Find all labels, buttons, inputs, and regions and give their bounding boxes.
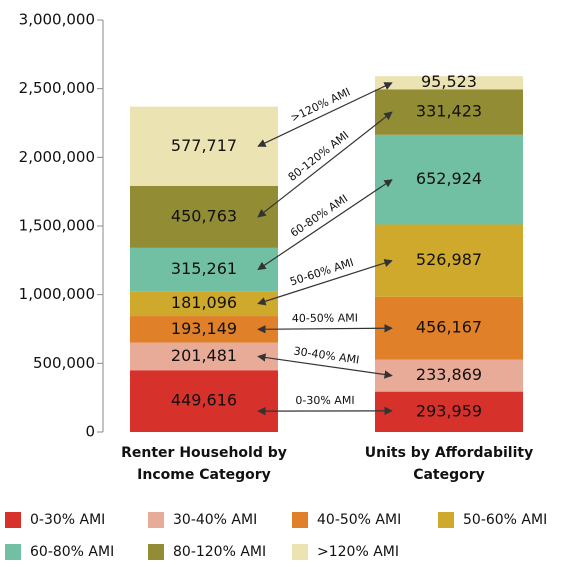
legend-swatch: [148, 512, 164, 528]
legend-swatch: [292, 512, 308, 528]
bar-segment: [130, 342, 278, 371]
data-label: 449,616: [171, 391, 237, 410]
legend-swatch: [148, 544, 164, 560]
x-tick-label: Category: [413, 467, 485, 483]
connector-label: >120% AMI: [289, 85, 353, 124]
data-label: 652,924: [416, 169, 482, 188]
bar-segment: [130, 247, 278, 292]
legend-swatch: [5, 544, 21, 560]
legend-label: 50-60% AMI: [463, 512, 547, 528]
legend-label: 40-50% AMI: [317, 512, 401, 528]
connector-label: 80-120% AMI: [286, 129, 352, 184]
legend-swatch: [5, 512, 21, 528]
bar-segment: [375, 89, 523, 135]
legend-swatch: [438, 512, 454, 528]
bar-segment: [130, 291, 278, 317]
bar-segment: [375, 134, 523, 225]
legend-label: 80-120% AMI: [173, 544, 266, 560]
connector-arrow: [257, 179, 393, 271]
data-label: 331,423: [416, 102, 482, 121]
y-tick-label: 1,000,000: [19, 285, 95, 303]
data-label: 577,717: [171, 136, 237, 155]
data-label: 315,261: [171, 259, 237, 278]
connector-arrow: [257, 324, 393, 334]
y-tick-label: 3,000,000: [19, 11, 95, 29]
connector-label: 40-50% AMI: [292, 311, 358, 325]
legend-label: 0-30% AMI: [30, 512, 105, 528]
bar-segment: [130, 370, 278, 432]
legend-swatch: [292, 544, 308, 560]
y-tick-label: 0: [85, 423, 95, 441]
y-tick-label: 2,000,000: [19, 148, 95, 166]
bar-segment: [375, 224, 523, 297]
data-label: 95,523: [421, 72, 477, 91]
data-label: 526,987: [416, 250, 482, 269]
legend-label: 30-40% AMI: [173, 512, 257, 528]
data-label: 456,167: [416, 318, 482, 337]
bar-segment: [130, 316, 278, 343]
legend-label: >120% AMI: [317, 544, 399, 560]
y-tick-label: 500,000: [33, 354, 95, 372]
data-label: 450,763: [171, 206, 237, 225]
connector-arrow: [257, 353, 393, 379]
y-tick-label: 1,500,000: [19, 217, 95, 235]
bar-segment: [130, 106, 278, 186]
data-label: 201,481: [171, 346, 237, 365]
connector-arrow: [257, 111, 393, 218]
data-label: 293,959: [416, 401, 482, 420]
y-tick-label: 2,500,000: [19, 79, 95, 97]
x-tick-label: Units by Affordability: [365, 445, 533, 461]
data-label: 193,149: [171, 319, 237, 338]
bar-segment: [375, 359, 523, 392]
bar-segment: [375, 76, 523, 90]
legend-label: 60-80% AMI: [30, 544, 114, 560]
connector-arrow: [257, 82, 393, 147]
data-label: 181,096: [171, 293, 237, 312]
bar-segment: [375, 391, 523, 432]
x-tick-label: Renter Household by: [121, 445, 287, 461]
bar-segment: [375, 296, 523, 360]
x-tick-label: Income Category: [137, 467, 271, 483]
bar-segment: [130, 185, 278, 248]
connector-label: 0-30% AMI: [295, 394, 354, 407]
data-label: 233,869: [416, 365, 482, 384]
connector-label: 60-80% AMI: [288, 192, 350, 240]
